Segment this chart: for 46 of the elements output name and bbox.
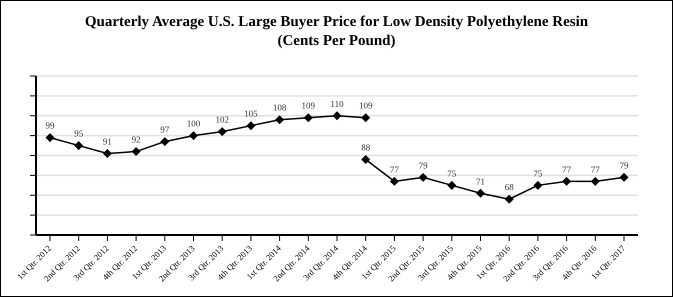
point <box>46 133 54 142</box>
data-label: 92 <box>132 134 141 145</box>
data-label: 97 <box>160 124 170 135</box>
data-label: 102 <box>215 114 229 125</box>
point <box>189 131 198 140</box>
data-label: 100 <box>186 118 201 129</box>
data-label: 109 <box>302 100 316 111</box>
data-label: 110 <box>330 98 344 109</box>
point <box>246 121 256 130</box>
data-label: 108 <box>272 102 287 113</box>
point <box>562 176 572 186</box>
data-label: 109 <box>358 100 373 111</box>
data-label: 75 <box>533 168 543 178</box>
data-label: 88 <box>361 142 371 152</box>
point <box>275 115 284 124</box>
point <box>102 149 112 158</box>
data-label: 95 <box>74 128 84 139</box>
data-label: 79 <box>620 160 629 170</box>
point <box>304 113 313 122</box>
point <box>476 188 485 198</box>
data-label: 105 <box>244 108 258 119</box>
point <box>361 113 370 122</box>
data-label: 77 <box>390 164 400 174</box>
point <box>533 180 542 190</box>
data-label: 71 <box>476 176 485 186</box>
point <box>218 127 227 136</box>
chart-subtitle: (Cents Per Pound) <box>276 32 397 51</box>
point <box>332 111 342 120</box>
point <box>620 172 628 182</box>
point <box>447 180 456 190</box>
point <box>361 154 370 164</box>
point <box>160 137 170 146</box>
data-label: 99 <box>46 120 55 131</box>
point <box>390 176 399 186</box>
data-label: 75 <box>447 168 457 178</box>
point <box>418 172 428 182</box>
chart-title: Quarterly Average U.S. Large Buyer Price for Low Density Polyethylene Resin <box>84 13 590 32</box>
data-label: 77 <box>590 164 600 174</box>
point <box>504 194 514 204</box>
point <box>132 147 141 156</box>
point <box>74 141 84 150</box>
data-label: 77 <box>562 164 572 174</box>
data-label: 79 <box>418 160 428 170</box>
point <box>590 176 600 186</box>
data-label: 68 <box>504 182 514 192</box>
data-label: 91 <box>102 136 112 147</box>
